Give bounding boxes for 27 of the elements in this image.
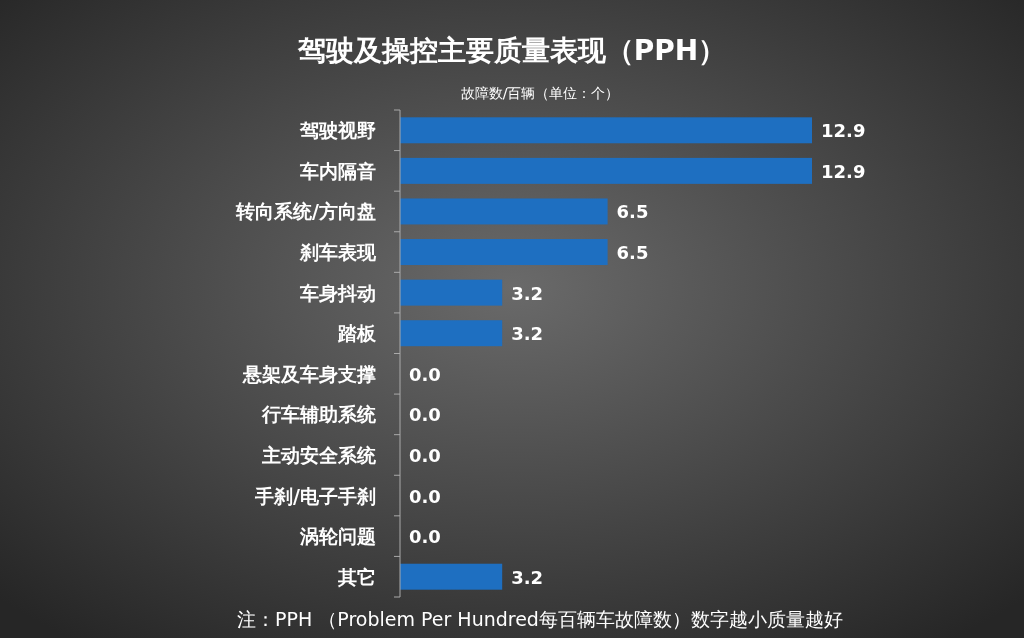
y-tick-label: 手刹/电子手刹	[254, 484, 376, 507]
data-label: 0.0	[409, 526, 441, 548]
chart-title: 驾驶及操控主要质量表现（PPH）	[296, 34, 727, 67]
text: 注：PPH （Problem Per Hundred每百辆车故障数）数字越小质量越好	[237, 608, 843, 630]
data-label: 12.9	[821, 160, 866, 182]
y-tick-label: 转向系统/方向盘	[235, 200, 376, 223]
chart-subtitle: 故障数/百辆（单位：个）	[460, 85, 620, 101]
y-tick-label: 行车辅助系统	[261, 403, 377, 426]
data-label: 12.9	[821, 120, 866, 142]
data-label: 0.0	[409, 363, 441, 385]
y-tick-label: 涡轮问题	[299, 525, 376, 548]
data-label: 0.0	[409, 444, 441, 466]
y-tick-label: 悬架及车身支撑	[242, 362, 376, 385]
data-label: 3.2	[511, 282, 544, 304]
data-label: 0.0	[409, 404, 441, 426]
y-tick-label: 车内隔音	[299, 159, 376, 182]
data-label: 6.5	[616, 242, 649, 264]
y-tick-label: 车身抖动	[299, 281, 376, 304]
y-tick-label: 踏板	[337, 322, 377, 345]
data-label: 6.5	[616, 201, 649, 223]
y-tick-label: 主动安全系统	[261, 443, 377, 466]
y-tick-label: 其它	[337, 565, 376, 588]
data-label: 3.2	[511, 323, 544, 345]
y-tick-label: 驾驶视野	[299, 119, 376, 142]
data-label: 0.0	[409, 485, 441, 507]
y-tick-label: 刹车表现	[299, 241, 377, 264]
data-label: 3.2	[511, 566, 544, 588]
